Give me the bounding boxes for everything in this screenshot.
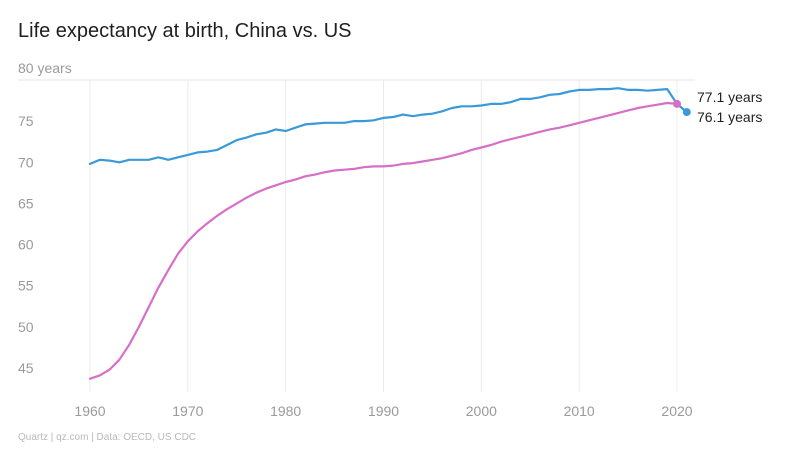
series-group <box>88 87 691 380</box>
series-line-0 <box>88 87 688 165</box>
x-tick-label: 2000 <box>466 403 497 419</box>
grid-lines <box>18 79 695 392</box>
y-tick-label: 75 <box>18 113 34 129</box>
series-line-1 <box>88 101 679 380</box>
y-axis-ticks: 80 years 75 70 65 60 55 50 45 <box>18 60 72 376</box>
series-end-dot-1 <box>673 99 681 108</box>
source-note: Quartz | qz.com | Data: OECD, US CDC <box>18 432 197 443</box>
series-end-label-1: 77.1 years <box>697 89 762 105</box>
series-end-dot-0 <box>682 108 691 117</box>
x-tick-label: 2010 <box>564 403 595 419</box>
x-tick-label: 1980 <box>270 403 301 419</box>
end-labels: 76.1 years 77.1 years <box>697 89 762 125</box>
series-end-label-0: 76.1 years <box>697 109 762 125</box>
y-tick-label: 45 <box>18 360 34 376</box>
y-tick-label: 50 <box>18 319 34 335</box>
x-tick-label: 1970 <box>172 403 203 419</box>
x-axis-ticks: 1960 1970 1980 1990 2000 2010 2020 <box>74 403 692 419</box>
x-tick-label: 1960 <box>74 403 105 419</box>
x-tick-label: 1990 <box>368 403 399 419</box>
y-tick-label: 80 years <box>18 60 72 76</box>
y-tick-label: 65 <box>18 195 34 211</box>
y-tick-label: 55 <box>18 278 34 294</box>
x-tick-label: 2020 <box>661 403 692 419</box>
y-tick-label: 60 <box>18 237 34 253</box>
y-tick-label: 70 <box>18 154 34 170</box>
chart-title: Life expectancy at birth, China vs. US <box>18 20 352 42</box>
